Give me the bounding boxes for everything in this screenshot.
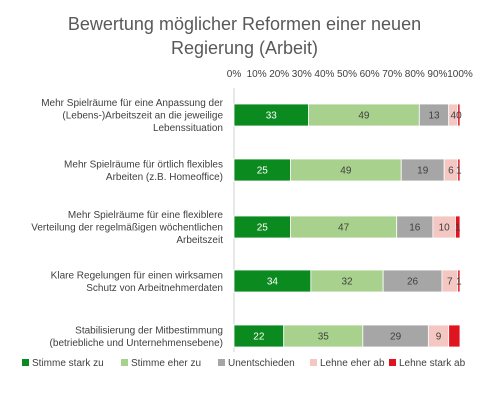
data-label: 49 [340, 166, 352, 177]
legend-swatch [22, 359, 29, 366]
data-label: 1 [456, 277, 462, 288]
bar-segment [455, 215, 461, 239]
x-tick-label: 50% [337, 69, 357, 80]
data-label: 7 [447, 277, 453, 288]
category-label: Klare Regelungen für einen wirksamen [51, 270, 223, 281]
data-label: 4 [450, 111, 456, 122]
chart-title: Bewertung möglicher Reformen einer neuen… [0, 12, 489, 60]
x-tick-label: 40% [314, 69, 334, 80]
data-label: 22 [253, 332, 265, 343]
x-tick-label: 90% [427, 69, 447, 80]
x-tick-label: 100% [447, 69, 473, 80]
legend-label: Lehne stark ab [399, 358, 466, 369]
data-label: 29 [390, 332, 402, 343]
data-label: 25 [257, 223, 269, 234]
data-label: 6 [448, 166, 454, 177]
data-label: 35 [318, 332, 330, 343]
data-label: 10 [439, 223, 451, 234]
data-label: 9 [436, 332, 442, 343]
bar-segment [457, 269, 461, 293]
x-tick-label: 60% [360, 69, 380, 80]
bar-segment [457, 103, 461, 127]
data-label: 34 [267, 277, 279, 288]
data-label: 1 [455, 223, 461, 234]
data-label: 19 [417, 166, 429, 177]
x-tick-label: 20% [269, 69, 289, 80]
data-label: 49 [358, 111, 370, 122]
bar-segment [457, 158, 461, 182]
x-tick-label: 0% [227, 69, 242, 80]
legend-label: Stimme eher zu [131, 358, 201, 369]
data-label: 47 [338, 223, 350, 234]
data-label: 26 [407, 277, 419, 288]
category-label: Mehr Spielräume für örtlich flexibles [64, 159, 223, 170]
data-label: 13 [428, 111, 440, 122]
legend-swatch [218, 359, 225, 366]
x-tick-label: 70% [382, 69, 402, 80]
chart-title-line-2: Regierung (Arbeit) [170, 38, 319, 58]
category-label: Schutz von Arbeitnehmerdaten [86, 283, 223, 294]
legend-label: Lehne eher ab [320, 358, 385, 369]
category-label: (betriebliche und Unternehmensebene) [50, 338, 223, 349]
category-label: Mehr Spielräume für eine Anpassung der [41, 98, 223, 109]
data-label: 1 [456, 166, 462, 177]
data-label: 33 [266, 111, 278, 122]
category-label: Arbeitszeit [176, 235, 223, 246]
legend-label: Stimme stark zu [32, 358, 104, 369]
bar-segment [448, 324, 461, 348]
x-tick-label: 10% [247, 69, 267, 80]
category-label: (Lebens-)Arbeitszeit an die jeweilige [62, 111, 223, 122]
x-tick-label: 30% [292, 69, 312, 80]
data-label: 25 [257, 166, 269, 177]
category-label: Lebenssituation [153, 123, 223, 134]
data-label: 32 [341, 277, 353, 288]
x-tick-label: 80% [405, 69, 425, 80]
category-label: Mehr Spielräume für eine flexiblere [68, 210, 224, 221]
category-label: Stabilisierung der Mitbestimmung [75, 325, 223, 336]
legend-swatch [121, 359, 128, 366]
category-label: Arbeiten (z.B. Homeoffice) [106, 172, 223, 183]
legend-swatch [389, 359, 396, 366]
legend-swatch [310, 359, 317, 366]
chart-title-line-1: Bewertung möglicher Reformen einer neuen [67, 14, 422, 34]
category-label: Verteilung der regelmäßigen wöchentliche… [31, 223, 223, 234]
data-label: 0 [456, 111, 462, 122]
data-label: 16 [409, 223, 421, 234]
legend-label: Unentschieden [228, 358, 295, 369]
